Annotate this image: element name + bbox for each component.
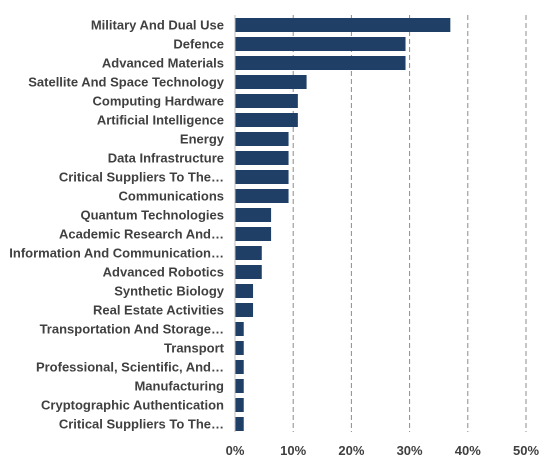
- category-label-15: Real Estate Activities: [93, 303, 224, 318]
- x-tick-label-3: 30%: [397, 443, 423, 458]
- category-label-5: Artificial Intelligence: [97, 113, 224, 128]
- category-label-1: Defence: [173, 37, 224, 52]
- category-label-18: Professional, Scientific, And…: [36, 360, 224, 375]
- bar-7: [235, 151, 289, 165]
- category-label-12: Information And Communication…: [9, 246, 224, 261]
- bar-16: [235, 322, 244, 336]
- bar-11: [235, 227, 272, 241]
- category-label-6: Energy: [180, 132, 225, 147]
- category-label-21: Critical Suppliers To The…: [59, 417, 224, 432]
- category-labels: Military And Dual Use Defence Advanced Mat…: [9, 18, 225, 432]
- bar-1: [235, 37, 406, 51]
- bar-3: [235, 75, 307, 89]
- category-label-7: Data Infrastructure: [108, 151, 224, 166]
- bar-17: [235, 341, 244, 355]
- category-label-19: Manufacturing: [134, 379, 224, 394]
- x-tick-label-0: 0%: [226, 443, 245, 458]
- bar-4: [235, 94, 298, 108]
- x-tick-label-5: 50%: [513, 443, 539, 458]
- bar-9: [235, 189, 289, 203]
- category-label-8: Critical Suppliers To The…: [59, 170, 224, 185]
- bar-5: [235, 113, 298, 127]
- bar-8: [235, 170, 289, 184]
- category-label-16: Transportation And Storage…: [40, 322, 224, 337]
- bar-19: [235, 379, 244, 393]
- bar-2: [235, 56, 406, 70]
- bar-15: [235, 303, 254, 317]
- category-label-3: Satellite And Space Technology: [28, 75, 225, 90]
- category-label-14: Synthetic Biology: [114, 284, 225, 299]
- bar-20: [235, 398, 244, 412]
- category-label-13: Advanced Robotics: [103, 265, 224, 280]
- bar-18: [235, 360, 244, 374]
- x-tick-label-4: 40%: [455, 443, 481, 458]
- category-label-20: Cryptographic Authentication: [41, 398, 224, 413]
- grid-lines: [292, 15, 527, 432]
- bar-0: [235, 18, 451, 32]
- x-tick-label-1: 10%: [280, 443, 306, 458]
- bar-10: [235, 208, 272, 222]
- category-label-17: Transport: [164, 341, 225, 356]
- category-label-2: Advanced Materials: [102, 56, 224, 71]
- category-label-11: Academic Research And…: [59, 227, 224, 242]
- category-label-10: Quantum Technologies: [81, 208, 225, 223]
- bar-6: [235, 132, 289, 146]
- category-label-9: Communications: [119, 189, 224, 204]
- bars: [235, 18, 451, 431]
- x-tick-label-2: 20%: [338, 443, 364, 458]
- category-label-4: Computing Hardware: [93, 94, 224, 109]
- x-tick-labels: 0% 10% 20% 30% 40% 50%: [226, 443, 540, 458]
- bar-21: [235, 417, 244, 431]
- bar-14: [235, 284, 254, 298]
- category-label-0: Military And Dual Use: [91, 18, 224, 33]
- bar-12: [235, 246, 262, 260]
- bar-13: [235, 265, 262, 279]
